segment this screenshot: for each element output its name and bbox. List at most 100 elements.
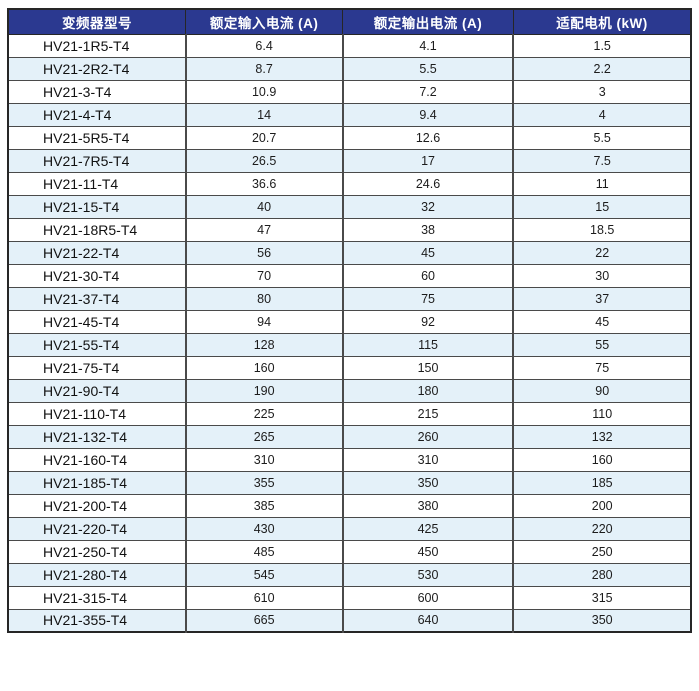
model-cell: HV21-4-T4	[8, 102, 186, 127]
input-current-cell: 430	[184, 516, 343, 541]
table-row: HV21-90-T4 190 180 90	[8, 378, 691, 403]
model-cell: HV21-30-T4	[8, 263, 186, 288]
output-current-cell: 32	[341, 194, 514, 219]
model-cell: HV21-3-T4	[8, 79, 186, 104]
output-current-cell: 75	[341, 286, 514, 311]
model-cell: HV21-185-T4	[8, 470, 186, 495]
motor-power-cell: 2.2	[512, 56, 691, 81]
input-current-cell: 70	[184, 263, 343, 288]
table-row: HV21-55-T4 128 115 55	[8, 332, 691, 357]
table-row: HV21-220-T4 430 425 220	[8, 516, 691, 541]
model-cell: HV21-37-T4	[8, 286, 186, 311]
output-current-cell: 9.4	[341, 102, 514, 127]
input-current-cell: 355	[184, 470, 343, 495]
table-row: HV21-315-T4 610 600 315	[8, 585, 691, 610]
motor-power-cell: 90	[512, 378, 691, 403]
table-row: HV21-4-T4 14 9.4 4	[8, 102, 691, 127]
input-current-cell: 20.7	[184, 125, 343, 150]
input-current-cell: 265	[184, 424, 343, 449]
table-row: HV21-1R5-T4 6.4 4.1 1.5	[8, 33, 691, 58]
motor-power-cell: 45	[512, 309, 691, 334]
motor-power-cell: 280	[512, 562, 691, 587]
column-header-output-current: 额定输出电流 (A)	[342, 8, 514, 35]
motor-power-cell: 250	[512, 539, 691, 564]
output-current-cell: 24.6	[341, 171, 514, 196]
motor-power-cell: 55	[512, 332, 691, 357]
table-row: HV21-160-T4 310 310 160	[8, 447, 691, 472]
table-header-row: 变频器型号 额定输入电流 (A) 额定输出电流 (A) 适配电机 (kW)	[7, 8, 692, 35]
input-current-cell: 40	[184, 194, 343, 219]
model-cell: HV21-160-T4	[8, 447, 186, 472]
motor-power-cell: 160	[512, 447, 691, 472]
output-current-cell: 38	[341, 217, 514, 242]
table-row: HV21-15-T4 40 32 15	[8, 194, 691, 219]
table-row: HV21-18R5-T4 47 38 18.5	[8, 217, 691, 242]
model-cell: HV21-22-T4	[8, 240, 186, 265]
motor-power-cell: 1.5	[512, 33, 691, 58]
table-row: HV21-250-T4 485 450 250	[8, 539, 691, 564]
motor-power-cell: 3	[512, 79, 691, 104]
motor-power-cell: 37	[512, 286, 691, 311]
input-current-cell: 14	[184, 102, 343, 127]
input-current-cell: 10.9	[184, 79, 343, 104]
output-current-cell: 530	[341, 562, 514, 587]
table-row: HV21-185-T4 355 350 185	[8, 470, 691, 495]
model-cell: HV21-55-T4	[8, 332, 186, 357]
input-current-cell: 385	[184, 493, 343, 518]
model-cell: HV21-1R5-T4	[8, 33, 186, 58]
table-row: HV21-45-T4 94 92 45	[8, 309, 691, 334]
model-cell: HV21-7R5-T4	[8, 148, 186, 173]
model-cell: HV21-315-T4	[8, 585, 186, 610]
table-row: HV21-11-T4 36.6 24.6 11	[8, 171, 691, 196]
model-cell: HV21-90-T4	[8, 378, 186, 403]
input-current-cell: 310	[184, 447, 343, 472]
table-row: HV21-2R2-T4 8.7 5.5 2.2	[8, 56, 691, 81]
model-cell: HV21-18R5-T4	[8, 217, 186, 242]
output-current-cell: 150	[341, 355, 514, 380]
table-row: HV21-280-T4 545 530 280	[8, 562, 691, 587]
column-header-input-current: 额定输入电流 (A)	[185, 8, 344, 35]
output-current-cell: 5.5	[341, 56, 514, 81]
output-current-cell: 115	[341, 332, 514, 357]
output-current-cell: 380	[341, 493, 514, 518]
table-row: HV21-5R5-T4 20.7 12.6 5.5	[8, 125, 691, 150]
input-current-cell: 26.5	[184, 148, 343, 173]
input-current-cell: 160	[184, 355, 343, 380]
table-row: HV21-7R5-T4 26.5 17 7.5	[8, 148, 691, 173]
motor-power-cell: 7.5	[512, 148, 691, 173]
output-current-cell: 60	[341, 263, 514, 288]
output-current-cell: 350	[341, 470, 514, 495]
table-row: HV21-355-T4 665 640 350	[8, 608, 691, 633]
column-header-motor-power: 适配电机 (kW)	[512, 8, 692, 35]
input-current-cell: 610	[184, 585, 343, 610]
table-row: HV21-75-T4 160 150 75	[8, 355, 691, 380]
input-current-cell: 665	[184, 608, 343, 633]
motor-power-cell: 18.5	[512, 217, 691, 242]
motor-power-cell: 315	[512, 585, 691, 610]
model-cell: HV21-280-T4	[8, 562, 186, 587]
model-cell: HV21-355-T4	[8, 608, 186, 633]
input-current-cell: 80	[184, 286, 343, 311]
motor-power-cell: 132	[512, 424, 691, 449]
table-row: HV21-30-T4 70 60 30	[8, 263, 691, 288]
output-current-cell: 310	[341, 447, 514, 472]
input-current-cell: 545	[184, 562, 343, 587]
input-current-cell: 190	[184, 378, 343, 403]
model-cell: HV21-15-T4	[8, 194, 186, 219]
model-cell: HV21-220-T4	[8, 516, 186, 541]
model-cell: HV21-2R2-T4	[8, 56, 186, 81]
output-current-cell: 450	[341, 539, 514, 564]
motor-power-cell: 30	[512, 263, 691, 288]
column-header-model: 变频器型号	[7, 8, 187, 35]
input-current-cell: 56	[184, 240, 343, 265]
input-current-cell: 47	[184, 217, 343, 242]
table-body: HV21-1R5-T4 6.4 4.1 1.5 HV21-2R2-T4 8.7 …	[8, 33, 691, 633]
input-current-cell: 485	[184, 539, 343, 564]
model-cell: HV21-75-T4	[8, 355, 186, 380]
output-current-cell: 260	[341, 424, 514, 449]
output-current-cell: 92	[341, 309, 514, 334]
output-current-cell: 425	[341, 516, 514, 541]
table-row: HV21-22-T4 56 45 22	[8, 240, 691, 265]
motor-power-cell: 11	[512, 171, 691, 196]
